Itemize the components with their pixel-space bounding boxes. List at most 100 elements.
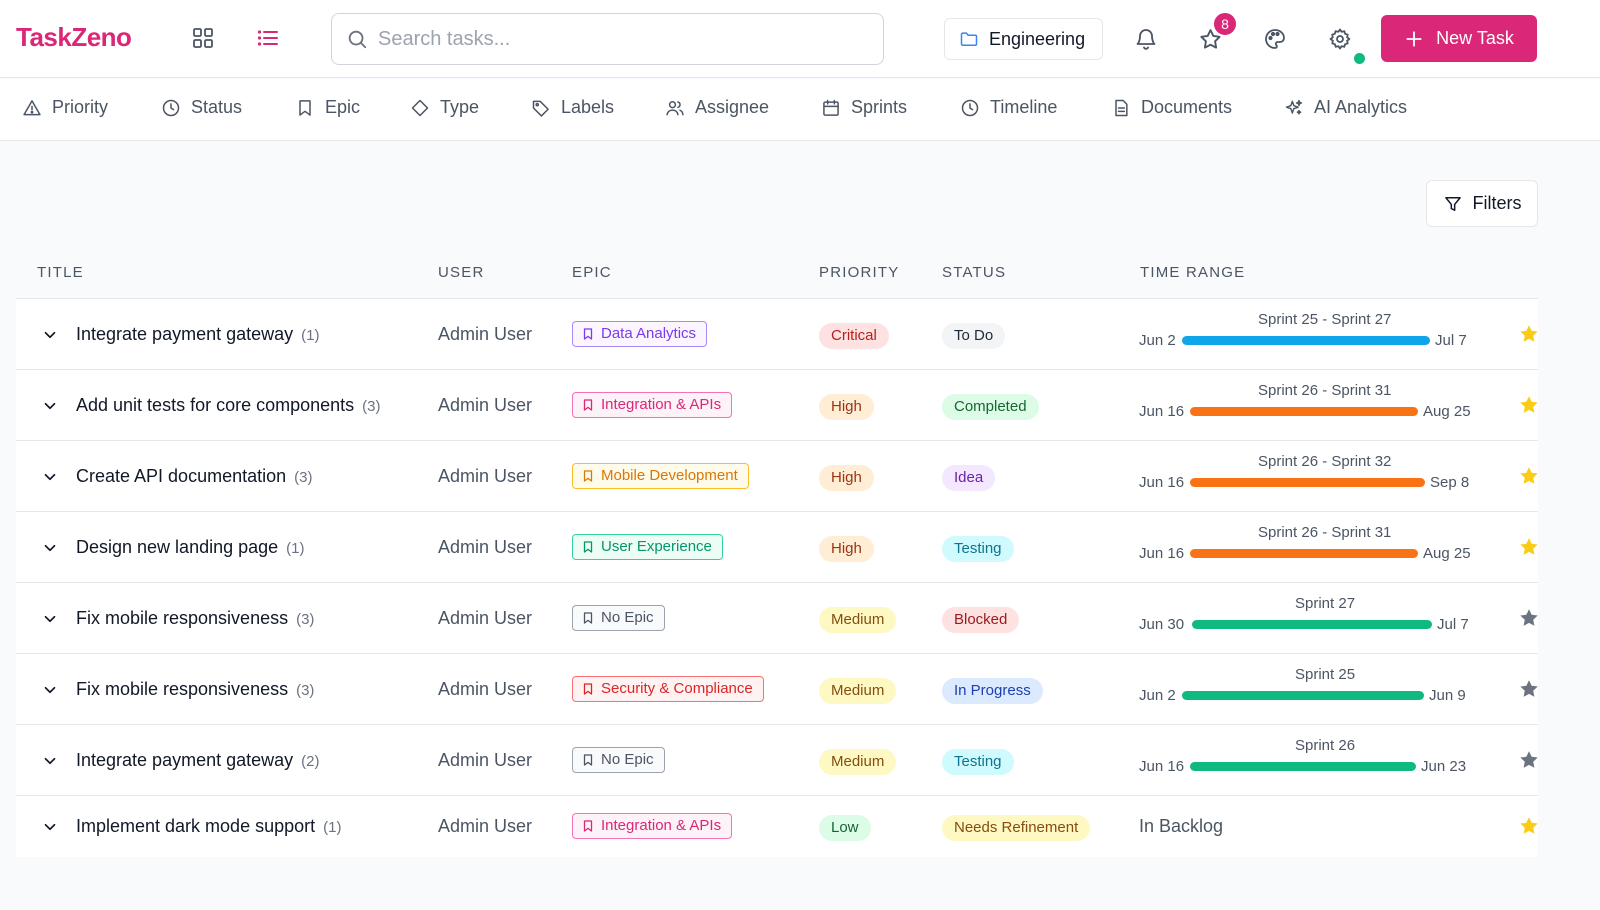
time-range-bar[interactable] <box>1190 406 1418 416</box>
table-row[interactable]: Fix mobile responsiveness (3) Admin User No… <box>16 583 1538 654</box>
tab-ai-analytics[interactable]: AI Analytics <box>1284 97 1407 118</box>
epic-tag[interactable]: Integration & APIs <box>572 391 733 418</box>
table-body: Integrate payment gateway (1) Admin User Da… <box>16 298 1538 857</box>
expand-row-button[interactable] <box>40 538 60 558</box>
task-title[interactable]: Add unit tests for core components (3) <box>76 395 381 416</box>
favorite-star-button[interactable] <box>1518 394 1540 416</box>
table-row[interactable]: Implement dark mode support (1) Admin User… <box>16 796 1538 857</box>
expand-row-button[interactable] <box>40 751 60 771</box>
sparkles-icon <box>1285 99 1303 115</box>
time-range-bar[interactable] <box>1190 761 1416 771</box>
task-title[interactable]: Integrate payment gateway (1) <box>76 324 319 345</box>
time-range-bar[interactable] <box>1190 548 1418 558</box>
task-title[interactable]: Design new landing page (1) <box>76 537 305 558</box>
status-badge[interactable]: Needs Refinement <box>942 814 1091 841</box>
task-title[interactable]: Integrate payment gateway (2) <box>76 750 319 771</box>
expand-row-button[interactable] <box>40 396 60 416</box>
tab-status[interactable]: Status <box>161 97 242 118</box>
task-title[interactable]: Create API documentation (3) <box>76 466 312 487</box>
favorite-star-button[interactable] <box>1518 536 1540 558</box>
task-title-text: Create API documentation <box>76 465 287 486</box>
favorite-star-button[interactable] <box>1518 815 1540 837</box>
status-badge[interactable]: Blocked <box>942 606 1020 633</box>
start-date: Jun 2 <box>1139 686 1176 704</box>
epic-tag[interactable]: Mobile Development <box>572 462 749 489</box>
expand-row-button[interactable] <box>40 467 60 487</box>
epic-tag[interactable]: No Epic <box>572 604 665 631</box>
priority-badge: Medium <box>819 748 897 775</box>
expand-row-button[interactable] <box>40 325 60 345</box>
status-badge[interactable]: Completed <box>942 393 1039 420</box>
task-title[interactable]: Fix mobile responsiveness (3) <box>76 608 314 629</box>
expand-row-button[interactable] <box>40 680 60 700</box>
epic-label: Integration & APIs <box>601 396 722 413</box>
chevron-down-icon <box>44 402 56 409</box>
tab-documents[interactable]: Documents <box>1111 97 1232 118</box>
sprint-range-label: Sprint 26 - Sprint 32 <box>1258 452 1392 470</box>
task-title[interactable]: Implement dark mode support (1) <box>76 816 341 837</box>
expand-row-button[interactable] <box>40 817 60 837</box>
favorites-button[interactable] <box>1193 22 1227 56</box>
column-title[interactable]: TITLE <box>37 264 84 281</box>
epic-tag[interactable]: Integration & APIs <box>572 812 733 839</box>
table-row[interactable]: Create API documentation (3) Admin User Mob… <box>16 441 1538 512</box>
time-range-bar[interactable] <box>1182 690 1424 700</box>
status-badge[interactable]: Testing <box>942 535 1014 562</box>
tab-assignee[interactable]: Assignee <box>665 97 769 118</box>
table-row[interactable]: Fix mobile responsiveness (3) Admin User Se… <box>16 654 1538 725</box>
users-icon <box>666 100 684 115</box>
epic-tag[interactable]: Security & Compliance <box>572 675 764 702</box>
favorite-star-button[interactable] <box>1518 749 1540 771</box>
filter-icon <box>1444 196 1461 211</box>
filters-button[interactable]: Filters <box>1426 180 1538 227</box>
task-user: Admin User <box>438 323 533 344</box>
new-task-button[interactable]: New Task <box>1381 15 1537 62</box>
table-row[interactable]: Design new landing page (1) Admin User User… <box>16 512 1538 583</box>
notifications-button[interactable] <box>1129 22 1163 56</box>
column-status[interactable]: STATUS <box>942 264 1007 281</box>
column-priority[interactable]: PRIORITY <box>819 264 900 281</box>
favorite-star-button[interactable] <box>1518 465 1540 487</box>
theme-button[interactable] <box>1258 22 1292 56</box>
bell-icon <box>1136 29 1156 50</box>
table-row[interactable]: Integrate payment gateway (1) Admin User Da… <box>16 299 1538 370</box>
time-range-bar[interactable] <box>1182 335 1430 345</box>
tab-timeline[interactable]: Timeline <box>960 97 1057 118</box>
tab-epic[interactable]: Epic <box>295 97 360 118</box>
settings-button[interactable] <box>1323 22 1357 56</box>
priority-badge: High <box>819 535 874 562</box>
favorite-star-button[interactable] <box>1518 607 1540 629</box>
time-range-bar[interactable] <box>1190 477 1425 487</box>
status-badge[interactable]: In Progress <box>942 677 1043 704</box>
chevron-down-icon <box>44 473 56 480</box>
grid-view-button[interactable] <box>187 22 219 54</box>
status-badge[interactable]: Testing <box>942 748 1014 775</box>
search-input[interactable] <box>378 27 858 51</box>
status-badge[interactable]: To Do <box>942 322 1006 349</box>
star-icon <box>1520 537 1538 555</box>
column-user[interactable]: USER <box>438 264 485 281</box>
tab-priority[interactable]: Priority <box>22 97 108 118</box>
time-range-bar[interactable] <box>1192 619 1432 629</box>
epic-tag[interactable]: Data Analytics <box>572 320 708 347</box>
subtask-count: (3) <box>296 681 315 699</box>
document-icon <box>1115 99 1128 116</box>
tab-type[interactable]: Type <box>410 97 479 118</box>
epic-tag[interactable]: No Epic <box>572 746 665 773</box>
status-badge[interactable]: Idea <box>942 464 996 491</box>
app-logo[interactable]: TaskZeno <box>16 22 132 52</box>
table-row[interactable]: Add unit tests for core components (3) Adm… <box>16 370 1538 441</box>
list-view-button[interactable] <box>252 22 284 54</box>
expand-row-button[interactable] <box>40 609 60 629</box>
project-selector[interactable]: Engineering <box>944 18 1103 60</box>
star-icon <box>1520 324 1538 342</box>
task-title[interactable]: Fix mobile responsiveness (3) <box>76 679 314 700</box>
tab-sprints[interactable]: Sprints <box>821 97 907 118</box>
column-epic[interactable]: EPIC <box>572 264 612 281</box>
column-time-range[interactable]: TIME RANGE <box>1140 264 1246 281</box>
favorite-star-button[interactable] <box>1518 678 1540 700</box>
table-row[interactable]: Integrate payment gateway (2) Admin User No… <box>16 725 1538 796</box>
epic-tag[interactable]: User Experience <box>572 533 723 560</box>
favorite-star-button[interactable] <box>1518 323 1540 345</box>
tab-labels[interactable]: Labels <box>531 97 614 118</box>
